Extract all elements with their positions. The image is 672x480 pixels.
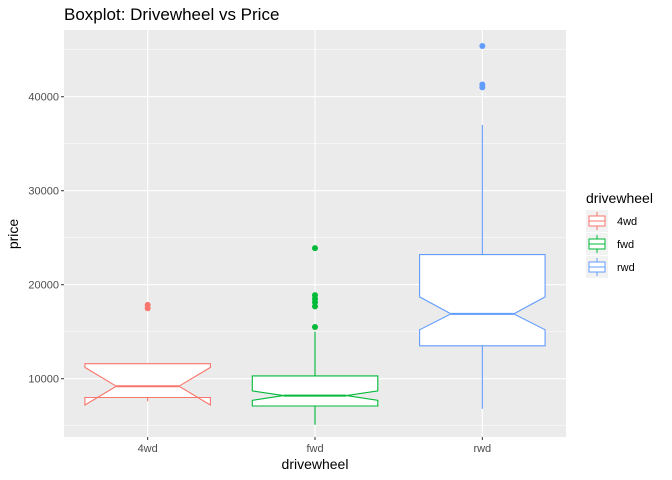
box-4wd [84,301,211,406]
legend-label: fwd [617,239,634,251]
chart-title: Boxplot: Drivewheel vs Price [64,5,279,24]
x-tick-label: rwd [473,443,491,455]
outlier-point [144,301,151,308]
x-axis: 4wd fwd rwd [138,437,491,455]
legend-title: drivewheel [586,190,653,206]
outlier-point [312,292,318,299]
y-tick-label: 20000 [28,280,59,292]
y-tick-label: 30000 [28,186,59,198]
legend-label: 4wd [617,216,637,228]
outlier-point [312,303,318,310]
legend-label: rwd [617,262,635,274]
legend-entry-fwd: fwd [586,233,634,255]
outlier-point [479,81,486,88]
x-tick-label: fwd [306,443,323,455]
legend: drivewheel 4wd fwd rwd [586,190,653,278]
outlier-point [479,42,486,49]
y-axis-title: price [5,219,21,250]
box-rwd [419,42,546,409]
box-series [84,42,546,425]
box-body [251,375,379,407]
y-tick-label: 40000 [28,92,59,104]
x-axis-title: drivewheel [282,456,349,472]
x-tick-label: 4wd [138,443,158,455]
y-axis: 10000 20000 30000 40000 [28,92,64,386]
box-fwd [251,245,379,425]
outlier-point [312,245,318,252]
legend-entry-rwd: rwd [586,256,635,278]
legend-entry-4wd: 4wd [586,210,637,232]
y-tick-label: 10000 [28,374,59,386]
outlier-point [312,324,318,331]
box-body [419,254,546,347]
box-body [84,363,211,406]
